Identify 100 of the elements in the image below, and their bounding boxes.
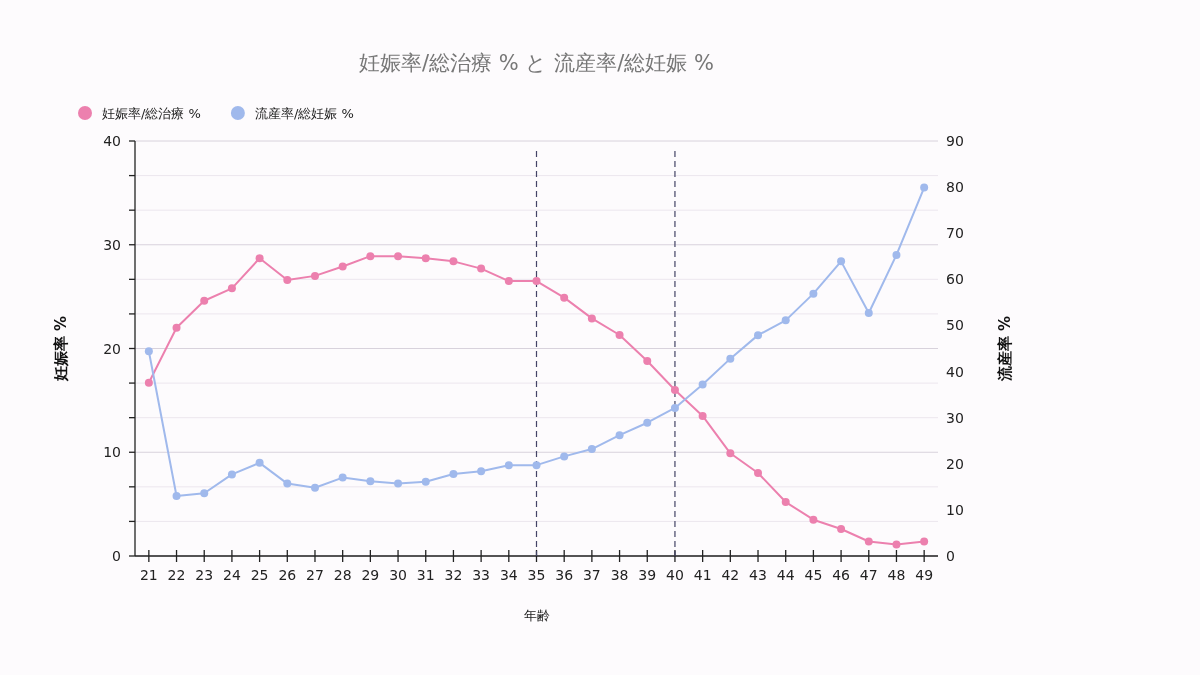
- point: [310, 271, 319, 280]
- point: [532, 277, 541, 286]
- x-tick-label: 44: [776, 567, 795, 583]
- point: [227, 470, 236, 479]
- point: [587, 445, 596, 454]
- point: [172, 492, 181, 501]
- y2-tick-label: 10: [946, 501, 964, 518]
- y2-tick-label: 20: [946, 455, 964, 472]
- x-tick-label: 34: [499, 567, 518, 583]
- x-tick-label: 28: [333, 567, 352, 583]
- legend-label: 妊娠率/総治療 %: [102, 106, 201, 121]
- y2-axis-title: 流産率 %: [996, 315, 1014, 383]
- x-tick-label: 49: [915, 567, 934, 583]
- x-tick-label: 32: [444, 567, 463, 583]
- point: [837, 257, 846, 266]
- point: [920, 183, 929, 192]
- y-tick-label: 40: [103, 133, 121, 149]
- point: [615, 331, 624, 340]
- point: [477, 264, 486, 273]
- y-tick-label: 30: [103, 236, 121, 253]
- point: [338, 262, 347, 271]
- point: [338, 473, 347, 482]
- point: [200, 489, 209, 498]
- x-tick-label: 25: [250, 567, 269, 583]
- point: [781, 498, 790, 507]
- x-tick-label: 21: [139, 567, 158, 583]
- point: [698, 411, 707, 420]
- x-tick-label: 36: [555, 567, 574, 583]
- x-tick-label: 42: [721, 567, 740, 583]
- y2-tick-label: 80: [946, 179, 964, 196]
- point: [698, 380, 707, 389]
- x-axis-title: 年齢: [523, 608, 550, 623]
- x-tick-label: 45: [804, 567, 823, 583]
- x-tick-label: 40: [666, 567, 684, 583]
- x-tick-label: 35: [527, 567, 546, 583]
- point: [643, 356, 652, 365]
- y2-tick-label: 50: [946, 317, 964, 334]
- x-tick-label: 37: [582, 567, 601, 583]
- x-tick-label: 47: [859, 567, 878, 583]
- point: [394, 252, 403, 261]
- x-tick-label: 29: [361, 567, 380, 583]
- x-tick-label: 39: [638, 567, 657, 583]
- point: [144, 347, 153, 356]
- point: [809, 515, 818, 524]
- x-tick-label: 23: [195, 567, 214, 583]
- point: [560, 293, 569, 302]
- x-tick-label: 31: [416, 567, 435, 583]
- point: [504, 277, 513, 286]
- point: [310, 483, 319, 492]
- point: [754, 331, 763, 340]
- point: [394, 479, 403, 488]
- point: [227, 284, 236, 293]
- point: [920, 537, 929, 546]
- x-tick-label: 48: [887, 567, 906, 583]
- x-tick-label: 33: [472, 567, 491, 583]
- point: [726, 354, 735, 363]
- point: [477, 467, 486, 476]
- x-tick-label: 41: [693, 567, 712, 583]
- x-tick-label: 46: [832, 567, 851, 583]
- y2-tick-label: 70: [946, 225, 964, 242]
- y2-tick-label: 30: [946, 409, 964, 426]
- point: [560, 452, 569, 461]
- y2-tick-label: 60: [946, 271, 964, 288]
- point: [366, 477, 375, 486]
- point: [726, 449, 735, 458]
- point: [532, 461, 541, 470]
- point: [144, 378, 153, 387]
- x-tick-label: 26: [278, 567, 297, 583]
- point: [754, 469, 763, 477]
- point: [643, 418, 652, 427]
- point: [670, 403, 679, 412]
- point: [172, 323, 181, 332]
- point: [864, 537, 873, 546]
- point: [892, 250, 901, 259]
- point: [283, 276, 292, 285]
- y-tick-label: 10: [103, 444, 121, 461]
- y2-tick-label: 40: [946, 363, 964, 380]
- y-axis-title: 妊娠率 %: [52, 315, 70, 383]
- point: [615, 431, 624, 440]
- x-tick-label: 27: [306, 567, 324, 583]
- point: [421, 477, 430, 486]
- point: [449, 469, 458, 478]
- point: [587, 314, 596, 323]
- point: [504, 461, 513, 470]
- chart-title: 妊娠率/総治療 % と 流産率/総妊娠 %: [359, 51, 714, 75]
- point: [837, 525, 846, 534]
- y2-tick-label: 90: [946, 133, 964, 149]
- point: [781, 316, 790, 325]
- point: [809, 289, 818, 298]
- legend-label: 流産率/総妊娠 %: [254, 106, 354, 121]
- x-tick-label: 38: [610, 567, 629, 583]
- y-tick-label: 20: [103, 340, 121, 357]
- point: [255, 254, 264, 263]
- y2-tick-label: 0: [946, 548, 955, 564]
- point: [670, 386, 679, 394]
- point: [366, 252, 375, 261]
- x-tick-label: 30: [389, 567, 407, 583]
- point: [421, 254, 430, 263]
- y-tick-label: 0: [112, 548, 121, 564]
- point: [200, 296, 209, 305]
